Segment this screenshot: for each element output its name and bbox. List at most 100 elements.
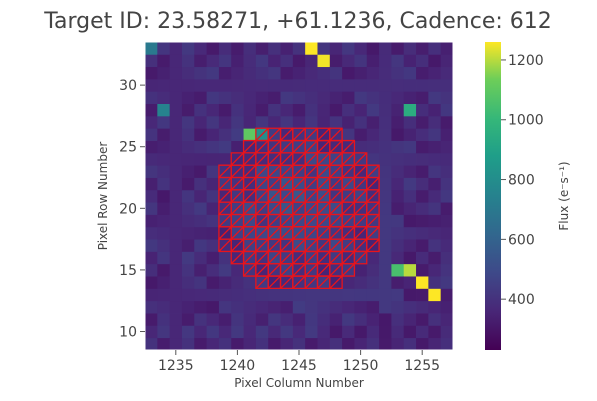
heatmap-cell	[231, 91, 244, 104]
heatmap-cell	[157, 128, 170, 141]
colorbar-tick-label: 400	[508, 292, 535, 308]
heatmap-cell	[145, 67, 158, 80]
heatmap-cell	[170, 128, 183, 141]
heatmap-cell	[182, 190, 195, 203]
heatmap-cell	[305, 116, 318, 129]
heatmap-cell	[428, 239, 441, 252]
heatmap-cell	[170, 239, 183, 252]
heatmap-cell	[391, 178, 404, 191]
heatmap-cell	[256, 116, 269, 129]
heatmap-cell	[379, 325, 392, 338]
x-tick-label: 1240	[220, 358, 256, 374]
heatmap-cell	[219, 251, 232, 264]
heatmap-cell	[441, 79, 454, 92]
heatmap-cell	[293, 325, 306, 338]
heatmap-cell	[194, 264, 207, 277]
heatmap-cell	[379, 301, 392, 314]
heatmap-cell	[342, 313, 355, 326]
heatmap-cell	[428, 67, 441, 80]
heatmap-cell	[379, 165, 392, 178]
heatmap-cell	[207, 276, 220, 289]
heatmap-cell	[416, 214, 429, 227]
heatmap-cell	[194, 190, 207, 203]
heatmap-cell	[379, 153, 392, 166]
heatmap-cell	[194, 128, 207, 141]
heatmap-cell	[293, 67, 306, 80]
heatmap-cell	[441, 313, 454, 326]
heatmap-cell	[145, 79, 158, 92]
heatmap-cell	[268, 313, 281, 326]
heatmap-cell	[404, 104, 417, 117]
heatmap-cell	[428, 104, 441, 117]
colorbar-tick-label: 800	[508, 173, 535, 189]
heatmap-cell	[416, 202, 429, 215]
heatmap-cell	[305, 104, 318, 117]
heatmap-cell	[244, 104, 257, 117]
heatmap-cell	[157, 251, 170, 264]
heatmap-cell	[170, 165, 183, 178]
heatmap-cell	[404, 325, 417, 338]
heatmap-cell	[157, 301, 170, 314]
heatmap-cell	[317, 325, 330, 338]
heatmap-cell	[170, 227, 183, 240]
heatmap-cell	[379, 251, 392, 264]
heatmap-cell	[367, 325, 380, 338]
heatmap-cell	[194, 338, 207, 351]
heatmap-cell	[428, 165, 441, 178]
heatmap-cell	[428, 91, 441, 104]
heatmap-cell	[367, 42, 380, 55]
heatmap-cell	[428, 276, 441, 289]
heatmap-cell	[416, 54, 429, 67]
heatmap-cell	[231, 288, 244, 301]
heatmap-cell	[207, 190, 220, 203]
heatmap-cell	[170, 202, 183, 215]
heatmap-cell	[182, 54, 195, 67]
heatmap-cell	[391, 54, 404, 67]
heatmap-cell	[207, 313, 220, 326]
heatmap-cell	[342, 104, 355, 117]
heatmap-cell	[207, 104, 220, 117]
heatmap-cell	[170, 153, 183, 166]
heatmap-cell	[441, 301, 454, 314]
heatmap-cell	[231, 116, 244, 129]
heatmap-cell	[145, 288, 158, 301]
heatmap-cell	[157, 91, 170, 104]
heatmap-cell	[281, 42, 294, 55]
heatmap-cell	[404, 190, 417, 203]
heatmap-cell	[305, 288, 318, 301]
heatmap-cell	[441, 251, 454, 264]
heatmap-cell	[182, 239, 195, 252]
heatmap-cell	[182, 67, 195, 80]
heatmap-cell	[404, 313, 417, 326]
heatmap-cell	[428, 54, 441, 67]
heatmap-cell	[157, 325, 170, 338]
heatmap-cell	[293, 338, 306, 351]
heatmap-cell	[281, 67, 294, 80]
heatmap-cell	[145, 42, 158, 55]
heatmap-cell	[354, 325, 367, 338]
heatmap-cell	[194, 313, 207, 326]
heatmap-cell	[367, 91, 380, 104]
heatmap-cell	[219, 67, 232, 80]
heatmap-cell	[145, 190, 158, 203]
heatmap-cell	[157, 141, 170, 154]
heatmap-cell	[219, 141, 232, 154]
heatmap-cell	[354, 141, 367, 154]
heatmap-cell	[231, 54, 244, 67]
heatmap-cell	[182, 116, 195, 129]
heatmap-cell	[354, 116, 367, 129]
heatmap-cell	[194, 42, 207, 55]
heatmap-cell	[379, 67, 392, 80]
heatmap-cell	[428, 42, 441, 55]
heatmap-cell	[342, 67, 355, 80]
heatmap-cell	[404, 116, 417, 129]
heatmap-cell	[268, 338, 281, 351]
heatmap-cell	[379, 91, 392, 104]
heatmap-cell	[441, 153, 454, 166]
heatmap-cell	[194, 251, 207, 264]
heatmap-cell	[157, 239, 170, 252]
heatmap-cell	[391, 288, 404, 301]
heatmap-cell	[170, 141, 183, 154]
heatmap-cell	[145, 301, 158, 314]
heatmap-cell	[244, 325, 257, 338]
